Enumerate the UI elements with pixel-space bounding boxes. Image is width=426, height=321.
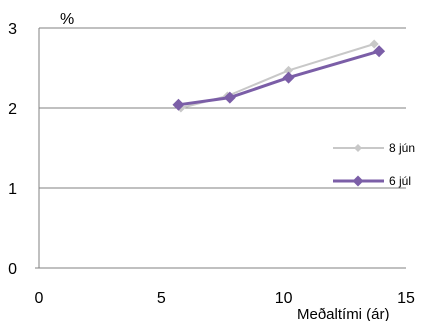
y-tick-labels: 0 1 2 3 [8,21,17,278]
x-tick-label-3: 15 [397,290,415,307]
series-line-0 [180,43,375,109]
x-axis-label: Meðaltími (ár) [297,306,390,321]
y-tick-label-0: 0 [8,261,17,278]
series-1-point-3 [373,45,386,58]
series-1-point-0 [172,98,185,111]
legend-label-1: 6 júl [389,174,411,188]
x-tick-label-2: 10 [275,290,293,307]
gridlines [39,27,406,189]
series-layer [172,39,386,113]
y-tick-label-2: 2 [8,101,17,118]
series-1 [172,45,386,111]
y-tick-label-3: 3 [8,21,17,38]
legend-swatch-marker-1 [352,175,364,187]
series-line-1 [178,49,380,107]
legend-label-0: 8 jún [389,141,415,155]
series-0-point-3 [369,39,379,49]
legend-swatch-marker-0 [354,144,362,152]
y-axis-unit-label: % [60,11,74,28]
series-1-point-1 [223,91,236,104]
x-tick-labels: 0 5 10 15 [35,290,415,307]
series-0-point-2 [284,65,294,75]
x-tick-label-0: 0 [35,290,44,307]
series-1-point-2 [282,71,295,84]
x-tick-label-1: 5 [157,290,166,307]
legend: 8 jún 6 júl [333,141,415,188]
y-tick-label-1: 1 [8,181,17,198]
